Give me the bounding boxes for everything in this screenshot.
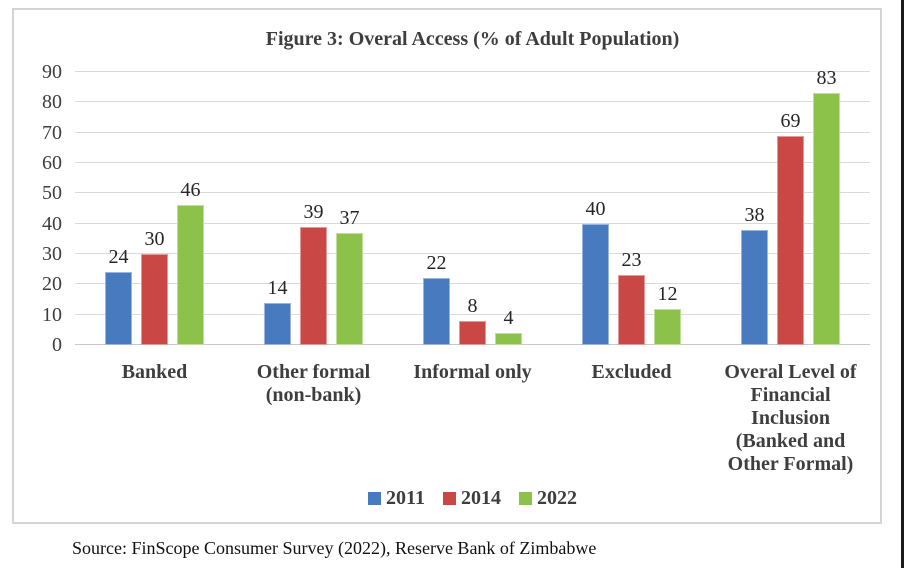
x-category-label: Banked xyxy=(121,361,188,383)
y-tick-label: 10 xyxy=(42,303,62,326)
bar-2014-overal-level-of-financial-inclusion-banked-and-other-formal xyxy=(777,135,804,345)
bar-group: 40 23 12 xyxy=(552,72,711,345)
bar-group: 14 39 37 xyxy=(234,72,393,345)
gridline xyxy=(75,131,870,133)
bar-value-label: 69 xyxy=(780,109,801,132)
bar-value-label: 14 xyxy=(267,276,288,299)
bar-2014-informal-only xyxy=(459,320,486,345)
bar-group: 24 30 46 xyxy=(75,72,234,345)
bar-2022-other-formal-non-bank xyxy=(336,232,363,345)
bar-value-label: 40 xyxy=(585,197,606,220)
source-caption: Source: FinScope Consumer Survey (2022),… xyxy=(72,538,597,558)
y-tick-label: 40 xyxy=(42,212,62,235)
bar-group: 22 8 4 xyxy=(393,72,552,345)
bar-2022-informal-only xyxy=(495,332,522,345)
page-right-border xyxy=(901,0,904,568)
bar-value-label: 8 xyxy=(467,294,478,317)
bar-value-label: 83 xyxy=(816,67,837,90)
bar-2014-other-formal-non-bank xyxy=(300,226,327,345)
gridline xyxy=(75,283,870,285)
bar-value-label: 38 xyxy=(744,203,765,226)
plot-area: 24 30 46 14 39 37 22 8 4 40 23 12 38 69 83 xyxy=(75,67,870,345)
y-tick-label: 60 xyxy=(42,152,62,174)
bar-value-label: 39 xyxy=(303,200,324,223)
x-category-label: Informal only xyxy=(413,361,532,383)
bar-value-label: 24 xyxy=(108,246,129,269)
bar-2011-banked xyxy=(105,272,132,345)
bar-value-label: 23 xyxy=(621,249,642,272)
gridline xyxy=(75,313,870,315)
legend-swatch-2022 xyxy=(518,492,532,505)
bar-2011-informal-only xyxy=(423,278,450,345)
legend-swatch-2011 xyxy=(368,492,382,505)
bar-2014-banked xyxy=(141,254,168,345)
bar-value-label: 4 xyxy=(503,306,514,329)
y-tick-label: 20 xyxy=(42,273,62,296)
x-axis-category-labels: Banked Other formal (non-bank) Informal on… xyxy=(75,361,870,486)
legend-label: 2011 xyxy=(386,487,425,509)
chart-title: Figure 3: Overal Access (% of Adult Popu… xyxy=(265,28,680,50)
y-tick-label: 0 xyxy=(52,334,62,356)
y-tick-label: 90 xyxy=(42,61,62,83)
gridline xyxy=(75,192,870,194)
gridline xyxy=(75,253,870,254)
bar-group: 38 69 83 xyxy=(711,67,870,345)
x-category-label: Other formal (non-bank) xyxy=(256,361,371,406)
bar-2022-banked xyxy=(177,205,204,345)
legend-item: 2014 xyxy=(442,487,501,510)
gridline xyxy=(75,162,870,163)
gridline xyxy=(75,222,870,224)
bar-value-label: 30 xyxy=(144,228,165,250)
bar-value-label: 12 xyxy=(657,282,678,305)
legend-swatch-2014 xyxy=(442,492,456,505)
bar-value-label: 37 xyxy=(339,206,360,229)
gridline xyxy=(75,101,870,103)
x-category-label: Excluded xyxy=(591,361,672,383)
bar-value-label: 46 xyxy=(180,179,201,202)
bar-2022-overal-level-of-financial-inclusion-banked-and-other-formal xyxy=(813,93,840,345)
legend-item: 2011 xyxy=(368,487,425,510)
bar-2011-excluded xyxy=(582,223,609,345)
y-axis: 0 10 20 30 40 50 60 70 80 90 xyxy=(20,61,62,356)
legend-label: 2014 xyxy=(460,487,501,509)
gridline xyxy=(75,71,870,72)
x-category-label: Overal Level of Financial Inclusion (Ban… xyxy=(724,361,857,475)
y-tick-label: 80 xyxy=(42,91,62,114)
bar-2011-other-formal-non-bank xyxy=(264,302,291,345)
bar-2014-excluded xyxy=(618,275,645,345)
y-tick-label: 50 xyxy=(42,182,62,205)
y-tick-label: 30 xyxy=(42,243,62,265)
legend-item: 2022 xyxy=(518,487,577,510)
bar-2011-overal-level-of-financial-inclusion-banked-and-other-formal xyxy=(741,229,768,345)
bar-2022-excluded xyxy=(654,308,681,345)
bar-value-label: 22 xyxy=(426,252,447,275)
chart-legend: 2011 2014 2022 xyxy=(75,487,870,510)
figure-frame: Figure 3: Overal Access (% of Adult Popu… xyxy=(12,8,882,524)
legend-label: 2022 xyxy=(536,487,577,509)
y-tick-label: 70 xyxy=(42,121,62,144)
